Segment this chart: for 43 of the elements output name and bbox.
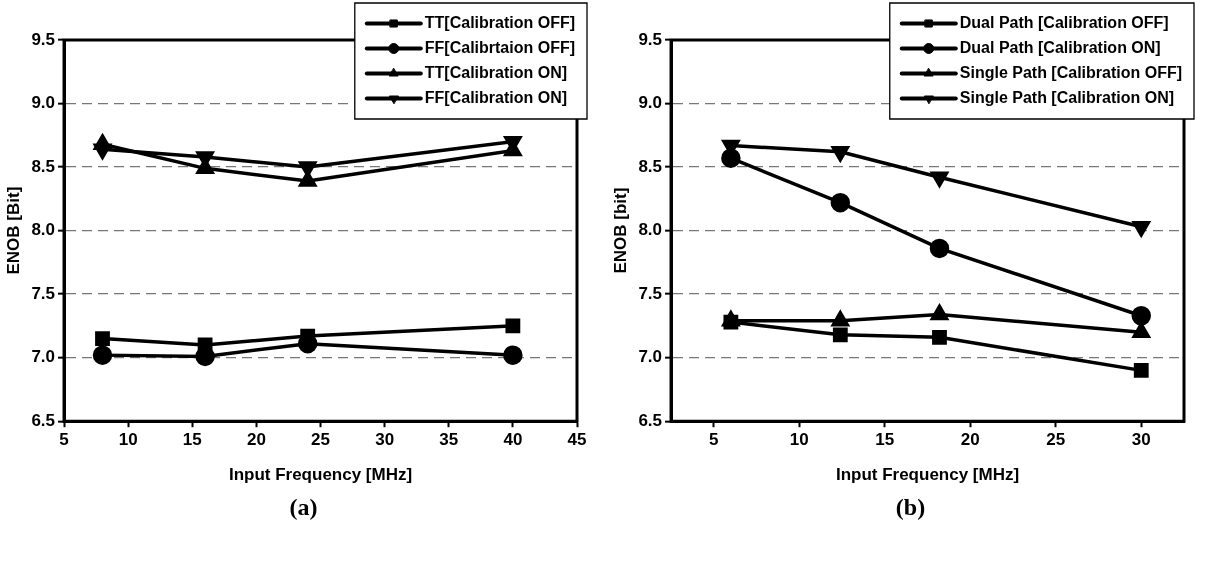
- legend-label: FF[Calibrtaion OFF]: [424, 38, 575, 56]
- y-tick-label: 7.5: [638, 283, 663, 303]
- y-tick-label: 6.5: [31, 410, 56, 430]
- x-axis-title: Input Frequency [MHz]: [228, 465, 413, 485]
- text: (b): [894, 494, 927, 521]
- x-tick-label: 25: [1046, 430, 1066, 450]
- y-tick-label: 9.0: [638, 93, 663, 113]
- legend-label: TT[Calibration OFF]: [424, 13, 575, 31]
- legend-label: Dual Path [Calibration OFF]: [959, 13, 1169, 31]
- text: (a): [288, 494, 319, 521]
- x-tick-label: 35: [439, 430, 459, 450]
- y-tick-label: 7.0: [638, 347, 663, 367]
- y-axis-title: ENOB [Bit]: [3, 186, 23, 275]
- y-tick-label: 9.5: [638, 29, 663, 49]
- legend-label: TT[Calibration ON]: [424, 63, 568, 81]
- legend-label: Dual Path [Calibration ON]: [959, 38, 1161, 56]
- x-tick-label: 15: [182, 430, 202, 450]
- x-tick-label: 5: [59, 430, 69, 450]
- legend-label: FF[Calibration ON]: [424, 88, 568, 106]
- x-tick-label: 20: [960, 430, 980, 450]
- x-tick-label: 5: [709, 430, 719, 450]
- x-tick-label: 25: [311, 430, 330, 450]
- y-tick-label: 8.5: [638, 156, 663, 176]
- legend-label: Single Path [Calibration OFF]: [959, 63, 1183, 81]
- legend-label: Single Path [Calibration ON]: [959, 88, 1175, 106]
- y-tick-label: 9.5: [31, 29, 56, 49]
- y-tick-label: 8.5: [31, 156, 56, 176]
- y-tick-label: 9.0: [31, 93, 56, 113]
- x-axis-title: Input Frequency [MHz]: [835, 465, 1020, 485]
- y-tick-label: 7.0: [31, 347, 56, 367]
- x-tick-label: 10: [789, 430, 809, 450]
- x-tick-label: 40: [503, 430, 523, 450]
- x-tick-label: 45: [567, 430, 587, 450]
- x-tick-label: 20: [246, 430, 266, 450]
- x-tick-label: 15: [875, 430, 895, 450]
- x-tick-label: 30: [1131, 430, 1151, 450]
- x-tick-label: 10: [118, 430, 138, 450]
- y-tick-label: 8.0: [638, 220, 663, 240]
- x-tick-label: 30: [375, 430, 395, 450]
- y-tick-label: 7.5: [31, 283, 56, 303]
- y-tick-label: 8.0: [31, 220, 56, 240]
- y-axis-title: ENOB [bit]: [610, 187, 630, 274]
- y-tick-label: 6.5: [638, 410, 663, 430]
